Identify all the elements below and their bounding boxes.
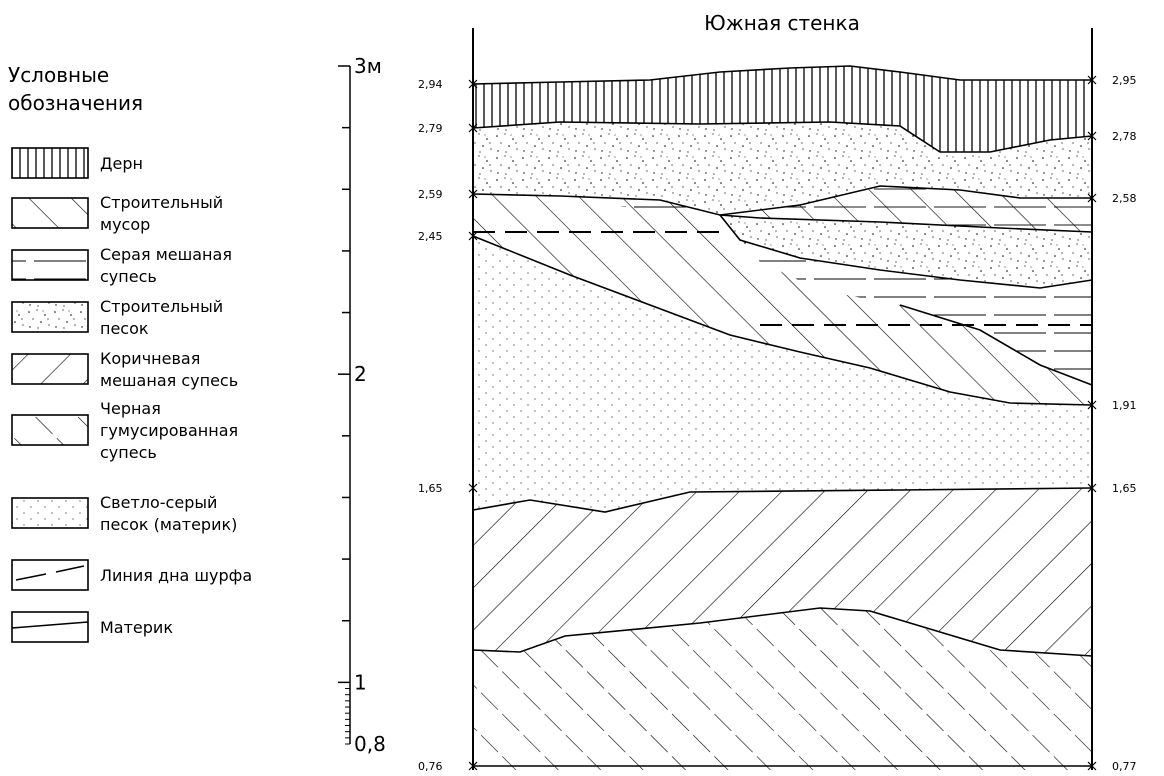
scale-label: 2 [354, 362, 367, 386]
height-mark-cross [468, 123, 478, 133]
legend-item-subsoil: Светло-серый песок (материк) [11, 493, 237, 534]
layer-brown-loam [473, 488, 1092, 656]
layer-sod [473, 66, 1092, 152]
legend-label: Серая мешаная [100, 245, 232, 264]
height-mark-left: 2,94 [418, 78, 443, 91]
height-mark-cross [1087, 193, 1097, 203]
legend-swatch-black-loam [11, 414, 89, 446]
height-mark-cross [1087, 400, 1097, 410]
scale-label: 0,8 [354, 732, 386, 756]
legend-label: Черная [100, 399, 161, 418]
layer-subsoil-sand [473, 236, 1092, 512]
legend-label: супесь [100, 267, 157, 286]
legend-label: Светло-серый [100, 493, 217, 512]
height-mark-cross [1087, 75, 1097, 85]
height-mark-cross [1087, 483, 1097, 493]
legend-item-pit-bottom: Линия дна шурфа [11, 559, 252, 591]
legend-label: Коричневая [100, 349, 200, 368]
legend-swatch-debris [11, 197, 89, 229]
legend-title-line2: обозначения [8, 91, 143, 115]
legend-label: песок [100, 319, 149, 338]
layer-building-sand [720, 215, 1092, 288]
height-mark-left: 2,59 [418, 188, 443, 201]
legend-item-brown-loam: Коричневая мешаная супесь [11, 349, 238, 390]
legend-label: Дерн [100, 154, 143, 173]
legend-item-grey-loam: Серая мешаная супесь [11, 245, 232, 286]
layer-debris [473, 194, 1092, 405]
height-mark-right: 0,77 [1112, 760, 1137, 773]
legend-swatch-pit-bottom [11, 559, 89, 591]
section-title: Южная стенка [704, 11, 860, 35]
legend-label: мешаная супесь [100, 371, 238, 390]
legend-label: мусор [100, 215, 150, 234]
legend-title-line1: Условные [8, 63, 109, 87]
legend-item-sand: Строительный песок [11, 297, 223, 338]
legend: Условные обозначения Дерн Строительный мус… [8, 63, 252, 643]
height-mark-left: 1,65 [418, 482, 443, 495]
depth-scale: 3м 2 1 0,8 [338, 54, 386, 756]
layer-black-loam [473, 608, 1092, 770]
legend-item-subsoil-line: Материк [11, 611, 173, 643]
scale-label: 3м [354, 54, 382, 78]
height-mark-cross [468, 231, 478, 241]
height-mark-right: 2,95 [1112, 74, 1137, 87]
legend-label: Строительный [100, 297, 223, 316]
legend-label: гумусированная [100, 421, 238, 440]
layer-building-sand-top [473, 122, 1092, 215]
legend-label: Строительный [100, 193, 223, 212]
layer-grey-loam-top [473, 186, 1092, 232]
height-mark-left: 2,79 [418, 122, 443, 135]
scale-label: 1 [354, 670, 367, 694]
pit-bottom-lines [473, 231, 1092, 326]
height-mark-cross [468, 483, 478, 493]
layer-grey-loam [473, 194, 1092, 385]
legend-swatch-brown-loam [11, 353, 89, 385]
height-mark-right: 1,91 [1112, 399, 1137, 412]
legend-swatch-subsoil [11, 497, 89, 529]
height-mark-cross [468, 79, 478, 89]
legend-item-debris: Строительный мусор [11, 193, 223, 234]
height-mark-left: 2,45 [418, 230, 443, 243]
legend-label: супесь [100, 443, 157, 462]
height-mark-cross [1087, 761, 1097, 771]
height-mark-right: 2,78 [1112, 130, 1137, 143]
legend-label: песок (материк) [100, 515, 237, 534]
height-mark-left: 0,76 [418, 760, 443, 773]
legend-swatch-grey-loam [11, 249, 89, 281]
height-mark-cross [1087, 131, 1097, 141]
height-mark-right: 1,65 [1112, 482, 1137, 495]
legend-label: Материк [100, 618, 173, 637]
legend-swatch-sod [11, 147, 89, 179]
height-mark-cross [468, 189, 478, 199]
legend-swatch-sand [11, 301, 89, 333]
height-mark-right: 2,58 [1112, 192, 1137, 205]
legend-label: Линия дна шурфа [100, 566, 252, 585]
south-wall-section: Южная стенка [418, 11, 1137, 773]
legend-item-sod: Дерн [11, 147, 143, 179]
legend-item-black-loam: Черная гумусированная супесь [11, 399, 238, 462]
layer-boundaries [473, 65, 1093, 767]
height-mark-cross [468, 761, 478, 771]
